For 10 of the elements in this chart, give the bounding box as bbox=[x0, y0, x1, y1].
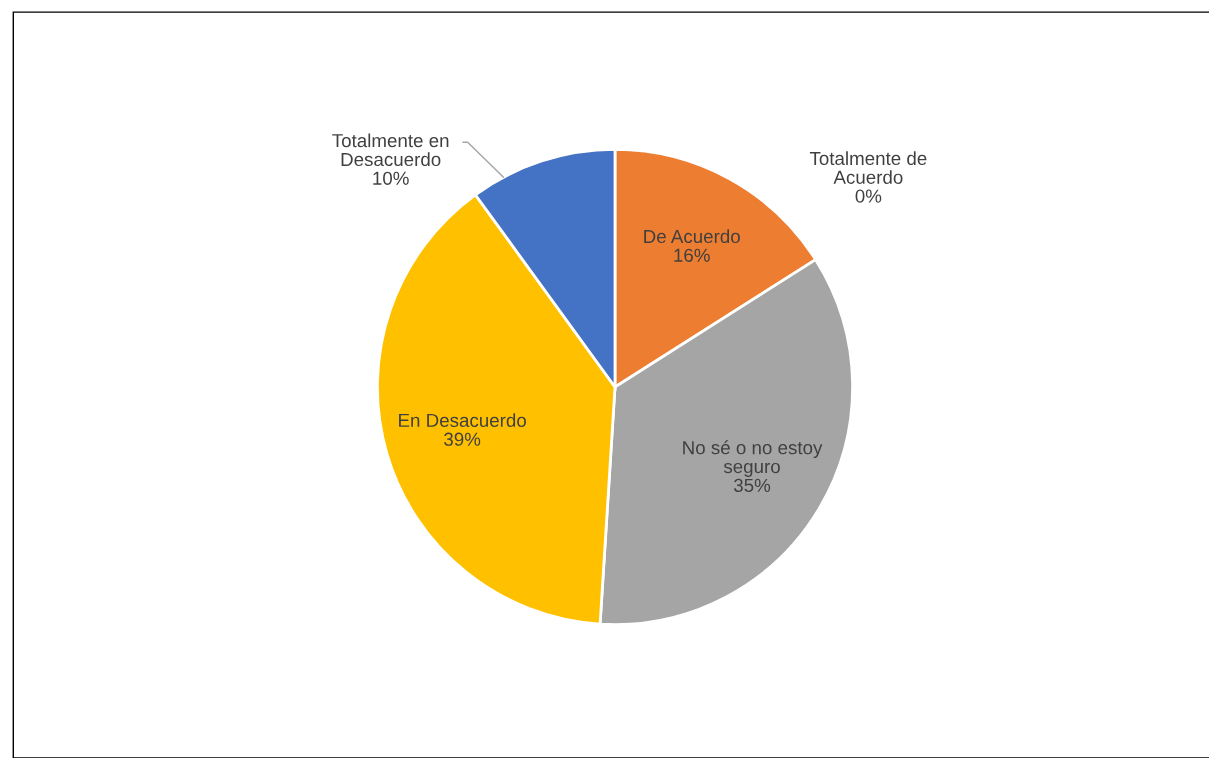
data-label: 35% bbox=[733, 478, 771, 493]
text: 0% bbox=[855, 189, 882, 203]
category-label: Totalmente de Acuerdo bbox=[809, 151, 927, 184]
slice-label: Totalmente en Desacuerdo bbox=[332, 133, 449, 167]
slice-label: De Acuerdo bbox=[644, 229, 740, 244]
slice-label: No sé o no estoy seguro bbox=[683, 440, 823, 477]
data-label: 16% bbox=[674, 248, 710, 262]
slice-label: En Desacuerdo bbox=[399, 413, 526, 428]
data-label: 10% bbox=[373, 171, 409, 185]
data-label: 39% bbox=[444, 432, 481, 446]
